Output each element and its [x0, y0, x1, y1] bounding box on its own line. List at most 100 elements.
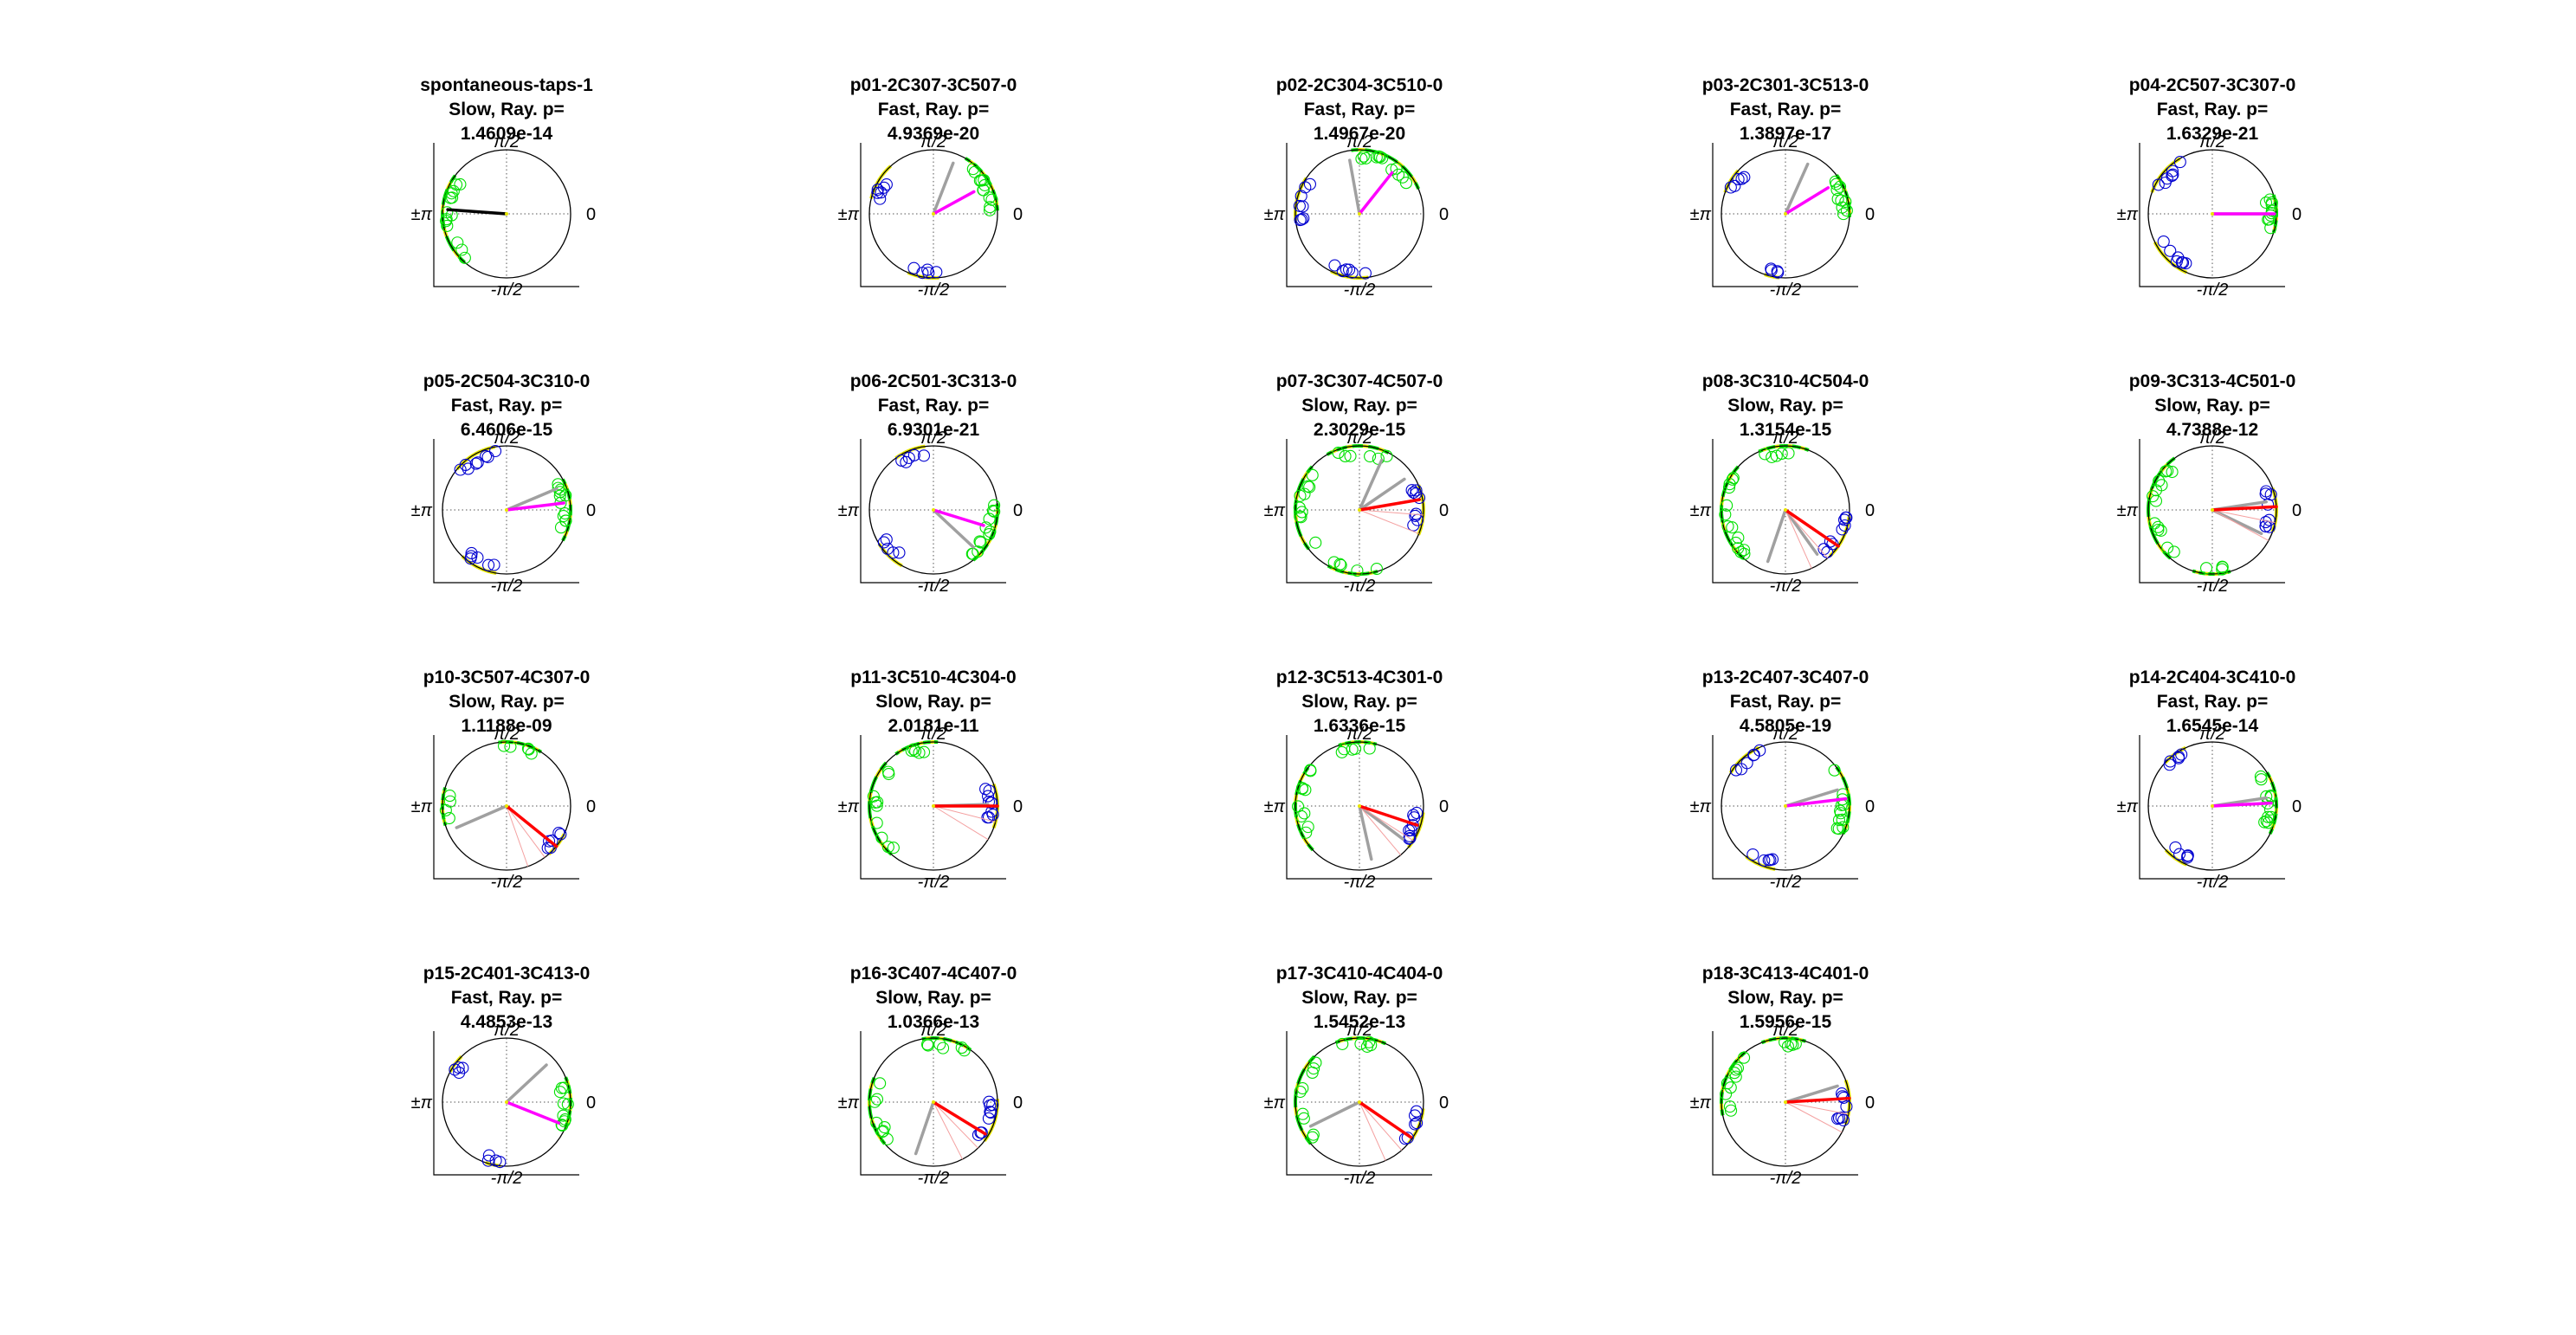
unit-circle: [442, 149, 571, 279]
blue-marker: [488, 444, 502, 458]
green-marker: [558, 506, 571, 520]
blue-marker: [1747, 749, 1760, 762]
blue-marker: [1746, 848, 1759, 861]
label-left: ±π: [411, 1093, 433, 1112]
green-marker: [1335, 745, 1348, 758]
label-left: ±π: [2117, 205, 2139, 224]
individual-vector: [933, 805, 989, 841]
green-marker: [2265, 196, 2278, 209]
blue-marker: [1297, 212, 1310, 225]
green-marker: [1839, 195, 1852, 209]
label-right: 0: [1439, 797, 1449, 816]
panel-title: p07-3C307-4C507-0: [1275, 371, 1443, 391]
axes-frame: [860, 143, 1006, 287]
mean-vector: [505, 501, 565, 512]
blue-marker: [2159, 177, 2172, 190]
gray-mean-vector: [1358, 804, 1373, 861]
blue-marker: [2173, 156, 2186, 169]
green-marker: [552, 478, 565, 491]
blue-marker: [546, 834, 558, 848]
panel-title: p01-2C307-3C507-0: [849, 75, 1017, 95]
blue-marker: [2181, 849, 2194, 862]
individual-vector: [933, 805, 996, 822]
center-dot: [932, 508, 935, 512]
green-marker: [1830, 184, 1843, 197]
label-top: π/2: [2199, 429, 2225, 448]
label-right: 0: [586, 501, 596, 520]
center-dot: [505, 804, 508, 808]
blue-marker: [2166, 168, 2179, 181]
axes-frame: [1286, 1031, 1432, 1176]
center-dot: [2211, 508, 2214, 512]
polar-panel: p14-2C404-3C410-0 Fast, Ray. p= 1.6545e-14…: [2048, 666, 2377, 951]
panel-title: p16-3C407-4C407-0: [849, 964, 1017, 984]
blue-marker: [1840, 1100, 1853, 1113]
center-dot: [505, 212, 508, 216]
polar-plot: π/2 -π/2 ±π 0: [838, 1021, 1023, 1188]
label-bottom: -π/2: [1344, 873, 1376, 892]
green-marker: [887, 842, 900, 855]
center-dot: [2211, 212, 2214, 216]
panel-condition: Slow, Ray. p=: [2154, 396, 2270, 416]
blue-marker: [1346, 266, 1359, 279]
label-top: π/2: [1772, 132, 1798, 152]
green-marker: [1724, 1081, 1737, 1094]
label-top: π/2: [494, 725, 520, 744]
blue-marker: [1407, 809, 1420, 822]
blue-marker: [2264, 488, 2277, 501]
green-marker: [1339, 449, 1352, 463]
axes-frame: [2139, 439, 2285, 584]
blue-marker: [984, 1106, 997, 1119]
label-top: π/2: [494, 132, 520, 152]
axes-frame: [1712, 143, 1858, 287]
polar-plot: π/2 -π/2 ±π 0: [2117, 132, 2302, 300]
label-bottom: -π/2: [1344, 1169, 1376, 1188]
panel-pvalue: 4.5805e-19: [1739, 716, 1832, 736]
blue-marker: [2175, 748, 2188, 761]
green-marker: [1334, 558, 1347, 571]
green-marker: [1732, 542, 1745, 555]
green-marker: [2254, 770, 2267, 783]
polar-panel: p01-2C307-3C507-0 Fast, Ray. p= 4.9369e-20…: [769, 74, 1098, 359]
green-marker: [1836, 813, 1849, 826]
gray-mean-vector: [932, 161, 955, 216]
label-left: ±π: [838, 205, 860, 224]
green-marker: [1836, 201, 1849, 214]
green-marker: [1296, 1107, 1309, 1120]
blue-marker: [465, 546, 478, 560]
panel-pvalue: 1.6545e-14: [2166, 716, 2259, 736]
label-top: π/2: [1346, 132, 1372, 152]
label-top: π/2: [494, 1021, 520, 1040]
label-right: 0: [1865, 205, 1875, 224]
green-marker: [1300, 826, 1313, 839]
blue-marker: [1405, 484, 1418, 497]
green-marker: [1719, 508, 1732, 521]
polar-panel: p07-3C307-4C507-0 Slow, Ray. p= 2.3029e-15…: [1195, 370, 1524, 655]
label-bottom: -π/2: [1344, 281, 1376, 300]
green-marker: [1294, 511, 1307, 524]
green-marker: [2160, 465, 2172, 478]
panel-condition: Slow, Ray. p=: [1727, 988, 1843, 1008]
green-marker: [445, 187, 458, 200]
polar-panel: p03-2C301-3C513-0 Fast, Ray. p= 1.3897e-17…: [1621, 74, 1950, 359]
blue-marker: [877, 181, 890, 194]
individual-vector: [1359, 1101, 1386, 1161]
green-marker: [1738, 544, 1751, 557]
individual-vector: [1785, 1101, 1849, 1115]
polar-panel: p06-2C501-3C313-0 Fast, Ray. p= 6.9301e-21…: [769, 370, 1098, 655]
mean-vector: [1784, 508, 1840, 548]
blue-marker: [1724, 181, 1737, 194]
panel-pvalue: 1.3154e-15: [1739, 420, 1832, 440]
green-marker: [521, 742, 535, 755]
label-bottom: -π/2: [491, 873, 523, 892]
green-marker: [1399, 177, 1413, 190]
green-marker: [1327, 556, 1340, 569]
axes-frame: [433, 1031, 579, 1176]
green-marker: [973, 535, 986, 548]
green-marker: [1834, 807, 1847, 820]
label-left: ±π: [1690, 1093, 1712, 1112]
green-marker: [1372, 452, 1385, 465]
center-dot: [932, 212, 935, 216]
blue-marker: [2166, 169, 2179, 183]
label-top: π/2: [1772, 429, 1798, 448]
